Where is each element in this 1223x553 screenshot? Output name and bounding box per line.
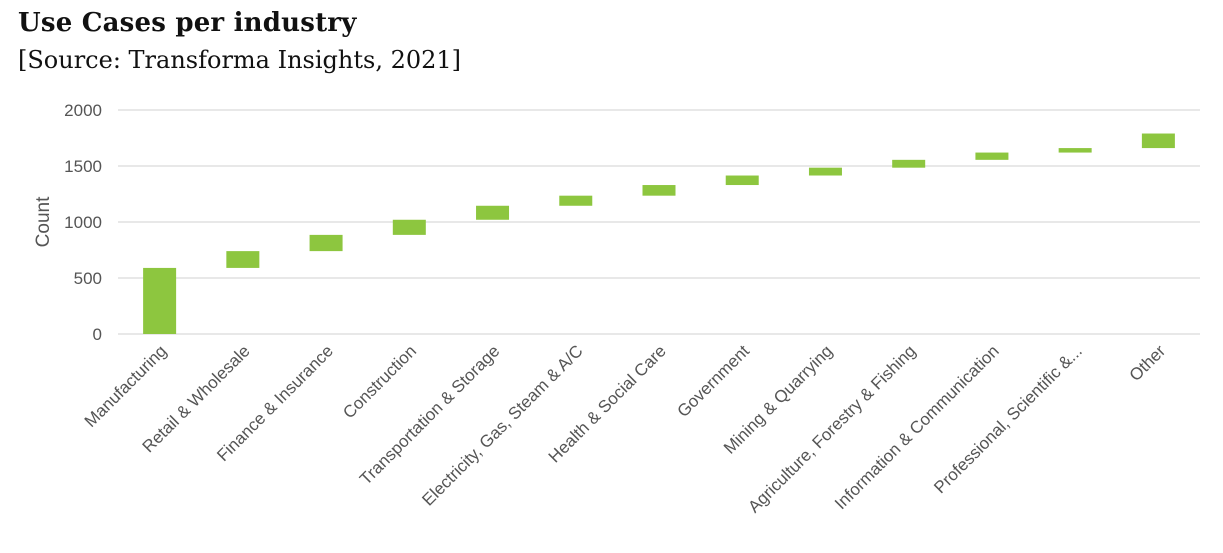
bar (1141, 133, 1175, 149)
bar (143, 267, 177, 334)
x-tick-label: Construction (339, 341, 420, 422)
x-tick-label: Electricity, Gas, Steam & A/C (418, 341, 586, 509)
chart-subtitle: [Source: Transforma Insights, 2021] (18, 46, 462, 74)
bars (143, 133, 1175, 334)
bar (808, 167, 842, 176)
bar (309, 234, 343, 252)
x-tick-label: Other (1126, 341, 1170, 385)
bar (725, 175, 759, 186)
bar (392, 219, 426, 235)
y-axis-ticks: 0 500 1000 1500 2000 (64, 101, 102, 344)
bar (1058, 148, 1092, 153)
x-tick-label: Professional, Scientific &... (930, 341, 1086, 497)
bar (975, 152, 1009, 160)
gridlines (118, 109, 1200, 335)
bar (476, 205, 510, 220)
y-tick-label: 500 (74, 269, 102, 288)
bar (559, 195, 593, 206)
chart-title: Use Cases per industry (18, 8, 357, 38)
y-tick-label: 1000 (64, 213, 102, 232)
x-tick-label: Information & Communication (831, 341, 1003, 513)
bar (892, 159, 926, 168)
x-tick-label: Manufacturing (81, 341, 171, 431)
x-tick-label: Government (673, 341, 753, 421)
y-tick-label: 2000 (64, 101, 102, 120)
y-tick-label: 0 (93, 325, 102, 344)
y-tick-label: 1500 (64, 157, 102, 176)
x-tick-label: Agriculture, Forestry & Fishing (744, 341, 919, 516)
x-tick-label: Transportation & Storage (356, 341, 503, 488)
bar (226, 251, 260, 268)
y-axis-title: Count (33, 196, 54, 247)
bar (642, 185, 676, 196)
